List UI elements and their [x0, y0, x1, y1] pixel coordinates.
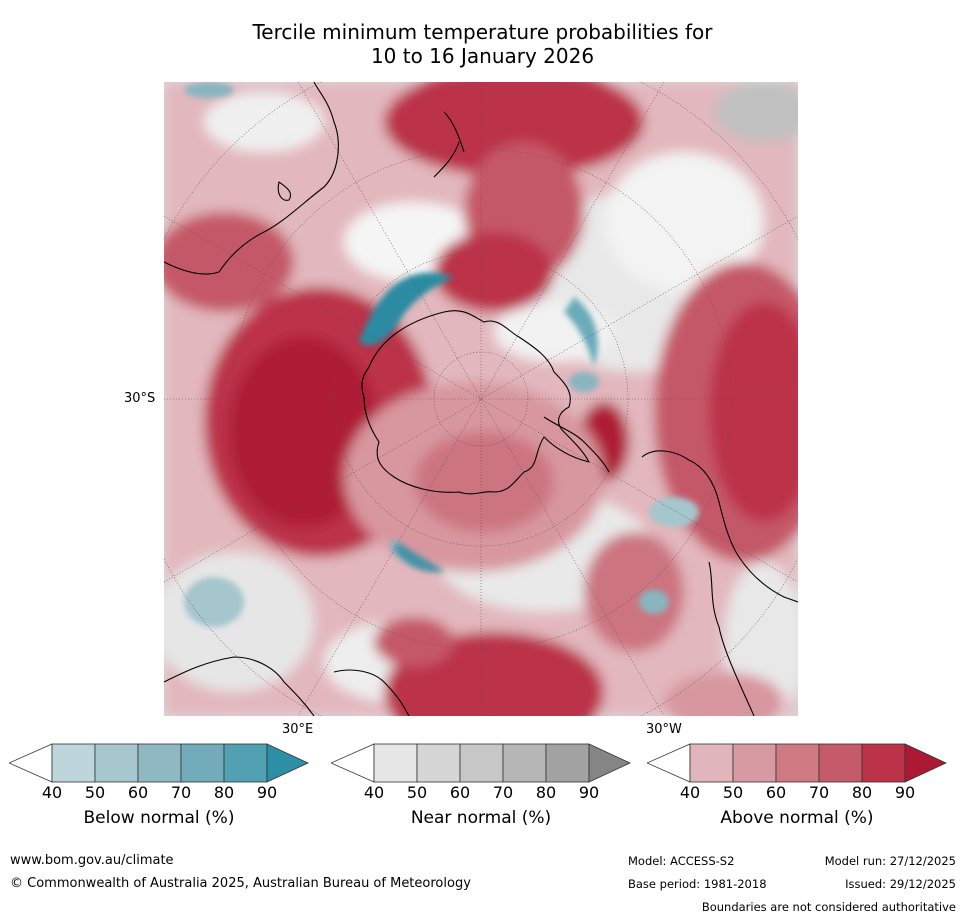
tick-label: 60: [765, 783, 787, 802]
colorbar-ticks-above: 40 50 60 70 80 90: [647, 783, 947, 803]
legend-label-above: Above normal (%): [720, 808, 874, 828]
colorbar-ticks-below: 40 50 60 70 80 90: [9, 783, 309, 803]
graticule: [164, 82, 798, 716]
coastlines: [164, 82, 798, 716]
tick-label: 90: [894, 783, 916, 802]
colorbar-swatch: [137, 743, 182, 783]
colorbar-swatch: [502, 743, 547, 783]
tick-label: 70: [492, 783, 514, 802]
tick-label: 40: [363, 783, 385, 802]
new-zealand-north: [443, 111, 465, 153]
tick-label: 60: [127, 783, 149, 802]
colorbar-above-normal: [647, 743, 947, 783]
antarctic-peninsula: [543, 416, 610, 473]
tick-label: 80: [213, 783, 235, 802]
tasmania: [277, 181, 292, 201]
base-period: Base period: 1981-2018: [628, 877, 767, 891]
tick-label: 90: [256, 783, 278, 802]
probability-map: [164, 82, 798, 716]
colorbar-swatch: [732, 743, 777, 783]
tick-label: 80: [535, 783, 557, 802]
colorbar-swatch: [373, 743, 418, 783]
boundary-disclaimer: Boundaries are not considered authoritat…: [701, 900, 956, 914]
colorbar-max-extend: [904, 743, 947, 783]
title-line-1: Tercile minimum temperature probabilitie…: [252, 20, 713, 44]
longitude-label-30w: 30°W: [646, 722, 682, 737]
colorbar-max-extend: [266, 743, 309, 783]
colorbar-swatch: [775, 743, 820, 783]
below-normal-patches: [184, 82, 699, 627]
tick-label: 60: [449, 783, 471, 802]
colorbar-swatch: [545, 743, 590, 783]
tick-label: 40: [679, 783, 701, 802]
issued-date: Issued: 29/12/2025: [845, 877, 956, 891]
colorbar-swatch: [223, 743, 268, 783]
africa-coast: [164, 656, 315, 716]
tick-label: 50: [406, 783, 428, 802]
colorbar-min-extend: [331, 743, 375, 783]
antarctica-coast: [361, 310, 590, 495]
south-america-lower: [708, 561, 755, 716]
colorbar-max-extend: [588, 743, 631, 783]
colorbar-below-normal: [9, 743, 309, 783]
colorbar-swatch: [818, 743, 863, 783]
longitude-label-30e: 30°E: [282, 722, 314, 737]
colorbar-swatch: [180, 743, 225, 783]
tick-label: 70: [170, 783, 192, 802]
colorbar-ticks-near: 40 50 60 70 80 90: [331, 783, 631, 803]
copyright-notice: © Commonwealth of Australia 2025, Austra…: [10, 876, 471, 891]
model-run-date: Model run: 27/12/2025: [824, 854, 956, 868]
colorbar-swatch: [689, 743, 734, 783]
colorbar-swatch: [416, 743, 461, 783]
colorbar-swatch: [94, 743, 139, 783]
tick-label: 50: [722, 783, 744, 802]
tick-label: 80: [851, 783, 873, 802]
tick-label: 40: [41, 783, 63, 802]
colorbar-swatch: [459, 743, 504, 783]
australia-coast: [164, 82, 339, 275]
colorbar-swatch: [51, 743, 96, 783]
website-url[interactable]: www.bom.gov.au/climate: [10, 853, 174, 868]
new-zealand-south: [433, 141, 460, 178]
tick-label: 90: [578, 783, 600, 802]
latitude-label-30s: 30°S: [124, 391, 156, 406]
africa-east: [333, 669, 410, 716]
legend-label-near: Near normal (%): [410, 808, 552, 828]
colorbar-min-extend: [647, 743, 691, 783]
model-name: Model: ACCESS-S2: [628, 854, 735, 868]
colorbar-near-normal: [331, 743, 631, 783]
title-line-2: 10 to 16 January 2026: [370, 44, 595, 68]
chart-title: Tercile minimum temperature probabilitie…: [0, 20, 965, 68]
legend-label-below: Below normal (%): [83, 808, 235, 828]
colorbar-swatch: [861, 743, 906, 783]
tick-label: 70: [808, 783, 830, 802]
tick-label: 50: [84, 783, 106, 802]
colorbar-min-extend: [9, 743, 53, 783]
south-america-coast: [641, 450, 798, 603]
